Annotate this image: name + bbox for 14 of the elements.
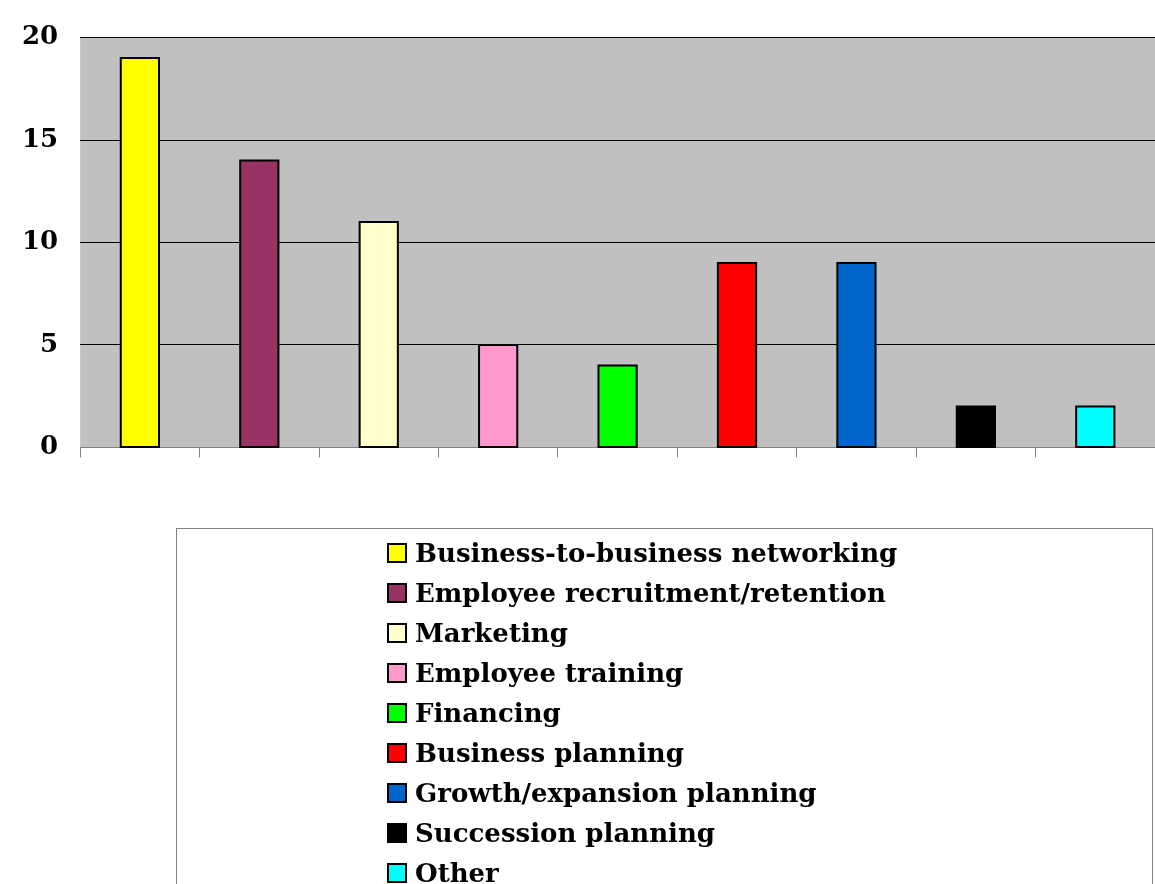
legend-label: Business planning [415,738,684,768]
legend-label: Business-to-business networking [415,538,898,568]
legend-label: Employee training [415,658,684,688]
legend-label: Financing [415,698,561,728]
y-tick-label: 10 [21,225,59,256]
legend-label: Succession planning [415,818,716,848]
y-tick-label: 5 [40,327,59,358]
y-tick-label: 20 [21,20,59,51]
legend-label: Other [415,858,499,884]
legend-label: Growth/expansion planning [415,778,817,808]
y-tick-label: 15 [21,122,59,153]
y-tick-label: 0 [40,430,59,461]
legend-label: Marketing [415,618,568,648]
legend-label: Employee recruitment/retention [415,578,886,608]
